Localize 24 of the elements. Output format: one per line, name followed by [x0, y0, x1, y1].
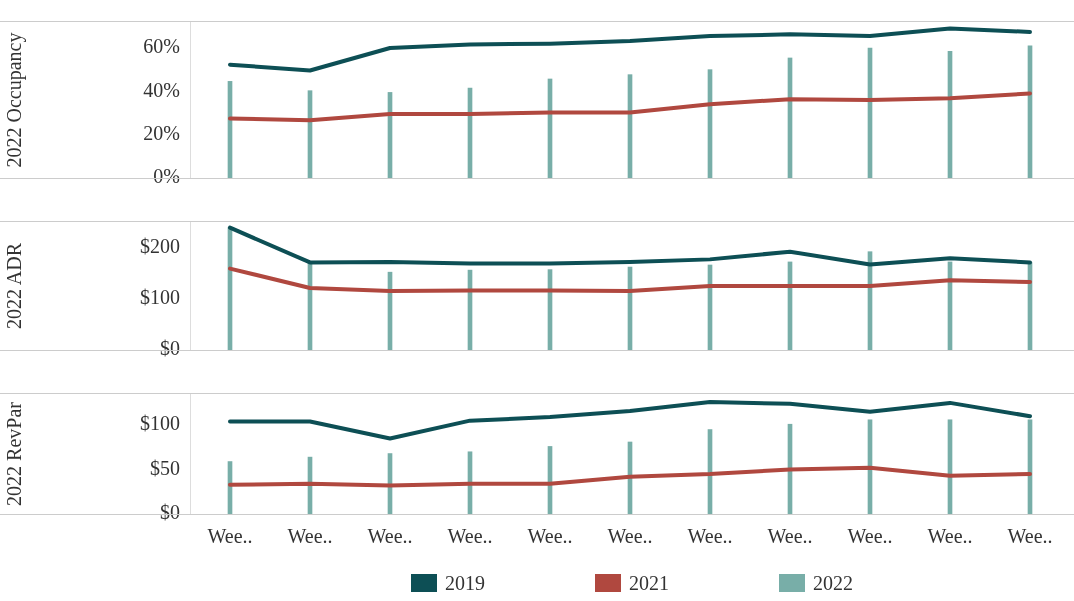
x-tick-label: Wee.. — [447, 525, 493, 548]
legend-label: 2022 — [813, 571, 853, 595]
x-tick-label: Wee.. — [1007, 525, 1053, 548]
legend-label: 2019 — [445, 571, 485, 595]
y-tick-label: 60% — [143, 35, 180, 58]
y-tick-label: 40% — [143, 78, 180, 101]
x-tick-label: Wee.. — [847, 525, 893, 548]
x-tick-label: Wee.. — [367, 525, 413, 548]
y-tick-label: $50 — [150, 456, 180, 479]
x-tick-label: Wee.. — [927, 525, 973, 548]
legend-label: 2021 — [629, 571, 669, 595]
y-tick-label: $100 — [140, 286, 180, 309]
y-axis-title: 2022 ADR — [3, 242, 26, 330]
y-axis-title: 2022 Occupancy — [3, 32, 27, 168]
y-tick-label: 20% — [143, 121, 180, 144]
y-axis-title: 2022 RevPar — [3, 401, 26, 506]
y-tick-label: $200 — [140, 234, 180, 257]
x-tick-label: Wee.. — [287, 525, 333, 548]
x-tick-label: Wee.. — [207, 525, 253, 548]
y-tick-label: $100 — [140, 412, 180, 435]
x-tick-label: Wee.. — [687, 525, 733, 548]
x-tick-label: Wee.. — [767, 525, 813, 548]
x-tick-label: Wee.. — [607, 525, 653, 548]
x-tick-label: Wee.. — [527, 525, 573, 548]
